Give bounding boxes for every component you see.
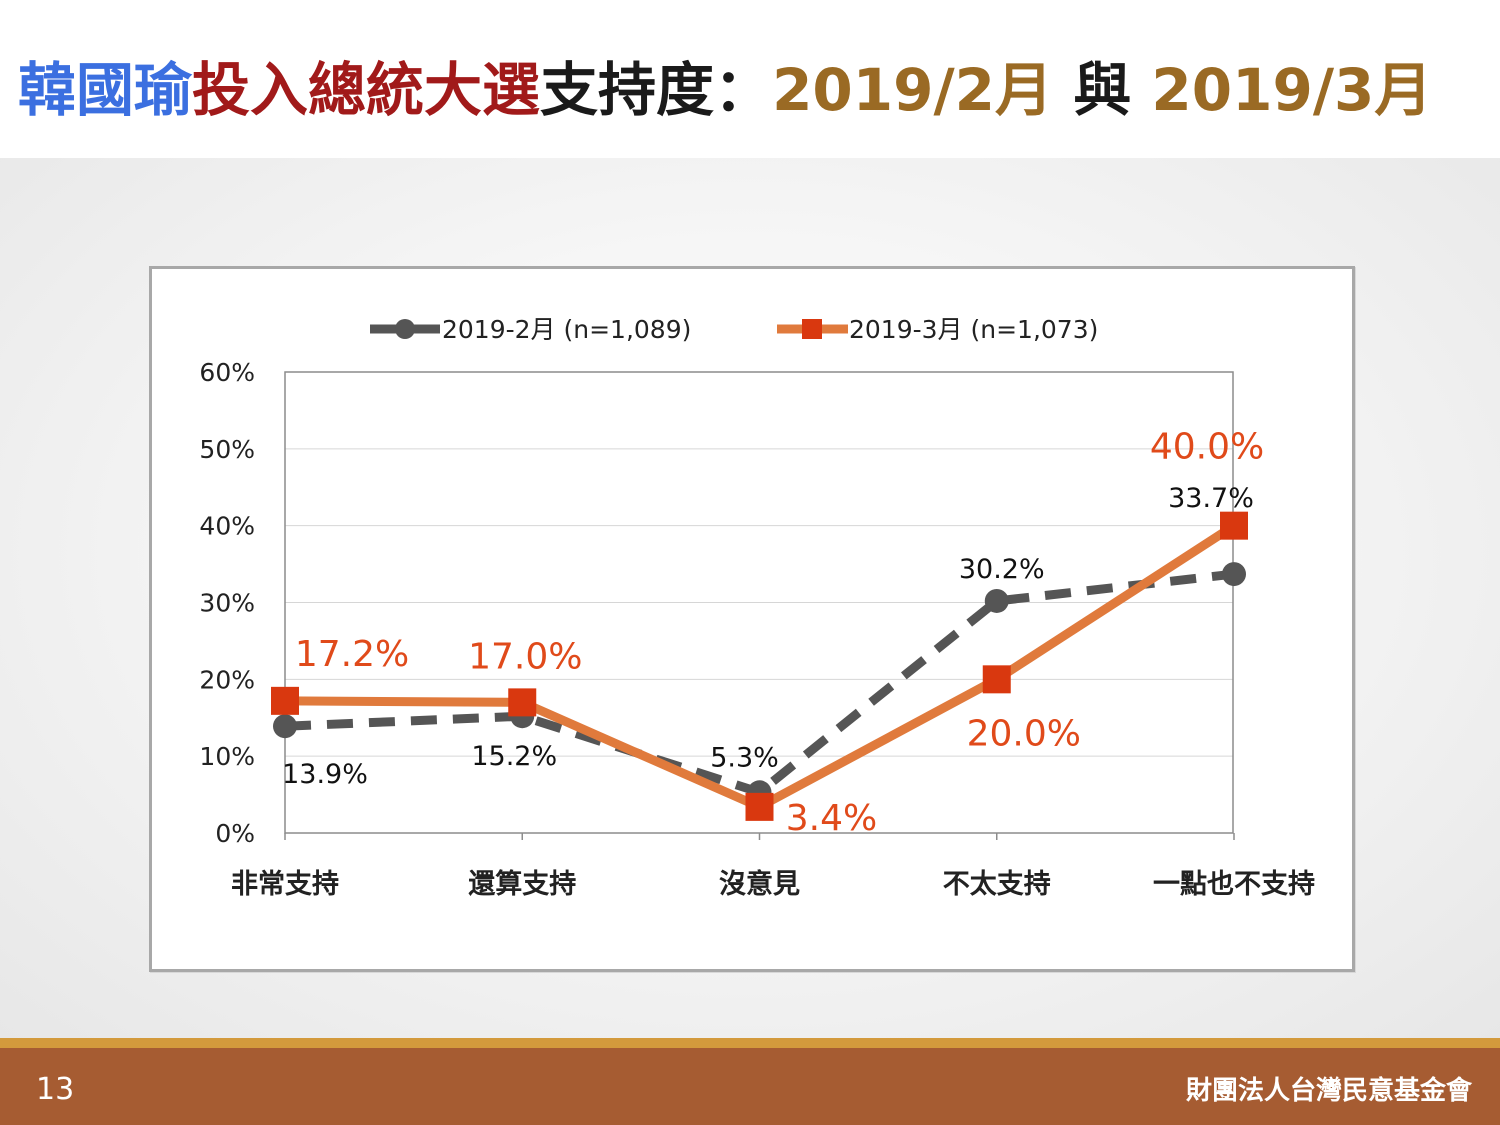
organization-name: 財團法人台灣民意基金會 xyxy=(1185,1076,1472,1106)
y-tick-label: 50% xyxy=(199,435,255,464)
legend-feb-label: 2019-2月 (n=1,089) xyxy=(442,315,691,344)
legend-mar-marker xyxy=(802,319,822,339)
series-feb-point xyxy=(273,714,297,739)
title-period2: 2019/3月 xyxy=(1151,56,1433,124)
page-number: 13 xyxy=(36,1072,75,1107)
title-colon: ： xyxy=(714,56,773,124)
y-tick-label: 0% xyxy=(215,819,255,848)
title-name: 韓國瑜 xyxy=(18,56,193,124)
series-mar-point xyxy=(1220,511,1248,540)
series-feb-data-label: 15.2% xyxy=(471,741,557,772)
slide-title: 韓國瑜投入總統大選支持度：2019/2月 與 2019/3月 xyxy=(18,52,1432,128)
y-tick-label: 20% xyxy=(199,665,255,694)
series-feb-point xyxy=(1222,562,1246,587)
x-category-label: 非常支持 xyxy=(231,869,339,900)
series-feb-data-label: 13.9% xyxy=(282,759,368,790)
series-feb-point xyxy=(984,588,1009,613)
x-category-label: 還算支持 xyxy=(468,868,576,900)
series-mar-data-label: 20.0% xyxy=(967,713,1081,754)
x-category-label: 一點也不支持 xyxy=(1153,869,1315,900)
title-metric: 支持度 xyxy=(540,56,715,124)
chart-frame: 60% 50% 40% 30% 20% 10% 0% 非常支持 還算支持 沒意見 不太支持 一點也不支… xyxy=(149,266,1355,972)
y-tick-label: 60% xyxy=(199,358,255,387)
series-feb-data-label: 33.7% xyxy=(1168,483,1254,514)
footer-accent-line xyxy=(0,1038,1500,1048)
series-mar-data-label: 40.0% xyxy=(1150,427,1264,468)
y-tick-label: 40% xyxy=(199,512,255,541)
series-mar-point xyxy=(982,665,1011,694)
legend-feb-marker xyxy=(395,319,415,339)
title-bar: 韓國瑜投入總統大選支持度：2019/2月 與 2019/3月 xyxy=(0,0,1500,158)
series-mar-point xyxy=(271,686,299,715)
y-tick-label: 30% xyxy=(199,589,255,618)
series-feb-data-label: 5.3% xyxy=(710,742,779,773)
series-mar-data-label: 17.2% xyxy=(295,634,409,675)
series-mar-data-label: 17.0% xyxy=(468,636,582,677)
x-category-label: 沒意見 xyxy=(719,868,800,900)
series-mar-point xyxy=(508,688,537,717)
footer-bar xyxy=(0,1048,1500,1125)
legend-mar-label: 2019-3月 (n=1,073) xyxy=(849,315,1098,344)
series-mar-point xyxy=(745,792,774,821)
y-tick-label: 10% xyxy=(199,742,255,771)
title-period1: 2019/2月 xyxy=(772,56,1054,124)
title-conj: 與 xyxy=(1053,56,1152,124)
title-event: 投入總統大選 xyxy=(192,56,541,124)
line-chart: 60% 50% 40% 30% 20% 10% 0% 非常支持 還算支持 沒意見 不太支持 一點也不支… xyxy=(199,315,1315,900)
series-feb-data-label: 30.2% xyxy=(959,554,1045,585)
series-mar-data-label: 3.4% xyxy=(786,798,877,839)
x-category-label: 不太支持 xyxy=(943,869,1051,900)
